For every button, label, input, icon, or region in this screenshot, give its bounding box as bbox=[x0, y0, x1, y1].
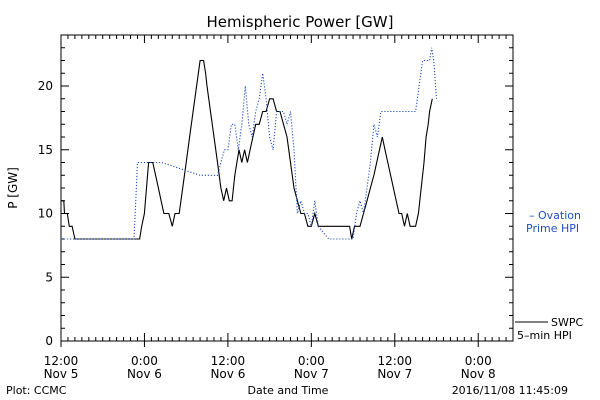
plot-credit: Plot: CCMC bbox=[6, 384, 67, 397]
y-axis-label: P [GW] bbox=[6, 167, 20, 209]
x-tick-label-time: 12:00 bbox=[377, 354, 412, 368]
series-line-swpc bbox=[61, 59, 433, 240]
x-tick-label-day: Nov 6 bbox=[210, 367, 245, 381]
y-tick-label: 15 bbox=[38, 143, 53, 157]
plot-frame bbox=[60, 34, 514, 342]
x-tick-label-time: 12:00 bbox=[44, 354, 79, 368]
legend-swpc-line2: 5–min HPI bbox=[517, 329, 572, 342]
legend-ovation-line2: Prime HPI bbox=[526, 222, 579, 235]
y-tick-label: 5 bbox=[45, 270, 53, 284]
axis-ticks bbox=[60, 34, 514, 347]
series-layer bbox=[61, 47, 438, 240]
chart-title: Hemispheric Power [GW] bbox=[207, 13, 394, 31]
timestamp: 2016/11/08 11:45:09 bbox=[452, 384, 568, 397]
x-tick-label-day: Nov 7 bbox=[377, 367, 412, 381]
x-tick-label-time: 0:00 bbox=[465, 354, 492, 368]
x-tick-label-day: Nov 8 bbox=[461, 367, 496, 381]
x-tick-label-day: Nov 7 bbox=[294, 367, 329, 381]
legend-swpc-line1: SWPC bbox=[551, 316, 583, 329]
y-tick-label: 20 bbox=[38, 79, 53, 93]
x-tick-label-day: Nov 6 bbox=[127, 367, 162, 381]
y-tick-label: 10 bbox=[38, 207, 53, 221]
x-tick-label-time: 0:00 bbox=[298, 354, 325, 368]
series-line-ovation-prime bbox=[61, 47, 438, 240]
y-tick-label: 0 bbox=[45, 334, 53, 348]
x-tick-label-time: 12:00 bbox=[211, 354, 246, 368]
legend-ovation-line1: – Ovation bbox=[529, 209, 581, 222]
x-tick-label-day: Nov 5 bbox=[44, 367, 79, 381]
x-axis-label: Date and Time bbox=[248, 384, 329, 397]
x-tick-label-time: 0:00 bbox=[131, 354, 158, 368]
